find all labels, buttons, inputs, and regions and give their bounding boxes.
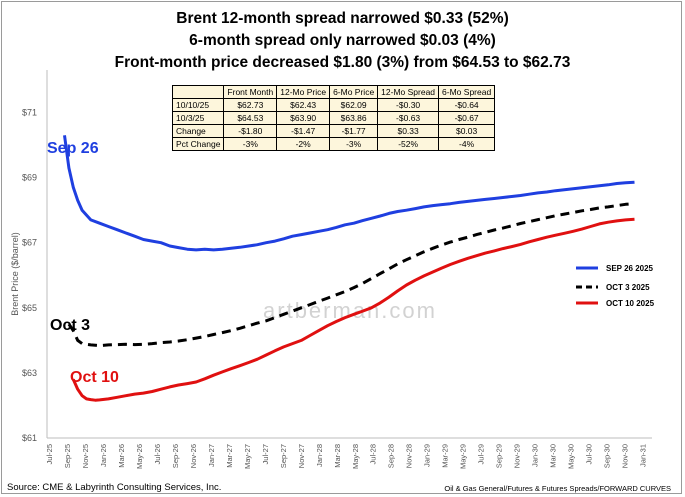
x-tick-label: Mar-29 (441, 444, 450, 468)
x-tick-label: Sep-28 (387, 444, 396, 468)
file-path-note: Oil & Gas General/Futures & Futures Spre… (444, 484, 671, 493)
x-tick-label: Jul-25 (45, 444, 54, 464)
x-tick-label: Jan-27 (207, 444, 216, 467)
table-cell: Change (171, 124, 225, 138)
x-tick-label: Jan-29 (423, 444, 432, 467)
x-tick-label: Mar-27 (225, 444, 234, 468)
chart-title-line-3: Front-month price decreased $1.80 (3%) f… (114, 54, 571, 71)
table-header-row: Front Month 12-Mo Price 6-Mo Price 12-Mo… (171, 85, 496, 99)
x-tick-label: May-28 (351, 444, 360, 469)
table-cell: $63.86 (329, 111, 379, 125)
y-tick-label: $69 (22, 173, 37, 183)
x-tick-label: Sep-27 (279, 444, 288, 468)
table-row: Pct Change -3% -2% -3% -52% -4% (171, 137, 496, 151)
table-header-cell: 12-Mo Price (276, 85, 331, 99)
x-tick-label: Jul-28 (369, 444, 378, 464)
y-tick-label: $63 (22, 368, 37, 378)
table-header-cell (171, 85, 225, 99)
table-header-cell: 6-Mo Price (329, 85, 379, 99)
x-tick-label: Mar-30 (548, 444, 557, 468)
series-line-sep-26-2025 (63, 135, 635, 252)
table-cell: -$1.77 (329, 124, 379, 138)
table-cell: -$0.64 (438, 98, 496, 112)
x-tick-label: Mar-28 (333, 444, 342, 468)
table-cell: -$0.30 (377, 98, 440, 112)
x-tick-label: Nov-29 (513, 444, 522, 468)
chart-title-line-2: 6-month spread only narrowed $0.03 (4%) (189, 32, 496, 49)
table-cell: -$0.63 (377, 111, 440, 125)
x-tick-label: Jan-31 (638, 444, 647, 467)
table-cell: -$0.67 (438, 111, 496, 125)
x-tick-label: Jul-26 (153, 444, 162, 464)
x-tick-label: Mar-26 (117, 444, 126, 468)
series-annotation: Oct 3 (50, 317, 90, 334)
y-tick-label: $61 (22, 433, 37, 443)
x-tick-label: May-29 (459, 444, 468, 469)
x-tick-label: Jul-30 (584, 444, 593, 464)
table-cell: $64.53 (223, 111, 278, 125)
table-cell: $0.33 (377, 124, 440, 138)
y-tick-label: $65 (22, 303, 37, 313)
series-annotation: Sep 26 (47, 140, 99, 157)
table-cell: -$1.80 (223, 124, 278, 138)
series-line-oct-3-2025 (67, 202, 635, 348)
x-tick-label: Nov-25 (81, 444, 90, 468)
table-cell: $62.73 (223, 98, 278, 112)
series-line-oct-10-2025 (71, 217, 635, 402)
x-tick-label: Jan-30 (531, 444, 540, 467)
table-cell: -52% (377, 137, 440, 151)
x-tick-label: Jan-28 (315, 444, 324, 467)
spread-summary-table: Front Month 12-Mo Price 6-Mo Price 12-Mo… (171, 85, 496, 151)
table-cell: $0.03 (438, 124, 496, 138)
watermark: artberman.com (263, 298, 437, 323)
x-tick-label: Nov-27 (297, 444, 306, 468)
legend-label: OCT 10 2025 (606, 299, 655, 308)
legend-label: OCT 3 2025 (606, 283, 650, 292)
series-annotation: Oct 10 (70, 369, 119, 386)
source-note: Source: CME & Labyrinth Consulting Servi… (7, 482, 222, 493)
table-cell: $62.09 (329, 98, 379, 112)
legend-label: SEP 26 2025 (606, 264, 654, 273)
x-tick-label: Sep-26 (171, 444, 180, 468)
table-cell: $63.90 (276, 111, 331, 125)
y-tick-label: $67 (22, 238, 37, 248)
x-tick-label: Jan-26 (99, 444, 108, 467)
table-row: 10/3/25 $64.53 $63.90 $63.86 -$0.63 -$0.… (171, 111, 496, 125)
table-header-cell: Front Month (223, 85, 278, 99)
table-cell: -4% (438, 137, 496, 151)
y-axis-label: Brent Price ($/barrel) (10, 232, 20, 316)
table-cell: 10/10/25 (171, 98, 225, 112)
x-tick-label: Nov-28 (405, 444, 414, 468)
x-tick-label: Nov-26 (189, 444, 198, 468)
table-cell: -$1.47 (276, 124, 331, 138)
x-tick-label: Sep-29 (495, 444, 504, 468)
y-tick-label: $71 (22, 108, 37, 118)
table-cell: Pct Change (171, 137, 225, 151)
table-cell: 10/3/25 (171, 111, 225, 125)
x-tick-label: May-26 (135, 444, 144, 469)
table-header-cell: 12-Mo Spread (377, 85, 440, 99)
x-tick-label: Jul-27 (261, 444, 270, 464)
table-cell: -3% (329, 137, 379, 151)
table-row: Change -$1.80 -$1.47 -$1.77 $0.33 $0.03 (171, 124, 496, 138)
x-tick-label: Sep-25 (63, 444, 72, 468)
x-tick-label: May-30 (566, 444, 575, 469)
table-cell: -3% (223, 137, 278, 151)
chart-title-line-1: Brent 12-month spread narrowed $0.33 (52… (176, 10, 509, 27)
table-header-cell: 6-Mo Spread (438, 85, 496, 99)
x-tick-label: May-27 (243, 444, 252, 469)
x-tick-label: Sep-30 (602, 444, 611, 468)
table-row: 10/10/25 $62.73 $62.43 $62.09 -$0.30 -$0… (171, 98, 496, 112)
table-cell: -2% (276, 137, 331, 151)
x-tick-label: Nov-30 (620, 444, 629, 468)
table-cell: $62.43 (276, 98, 331, 112)
x-tick-label: Jul-29 (477, 444, 486, 464)
